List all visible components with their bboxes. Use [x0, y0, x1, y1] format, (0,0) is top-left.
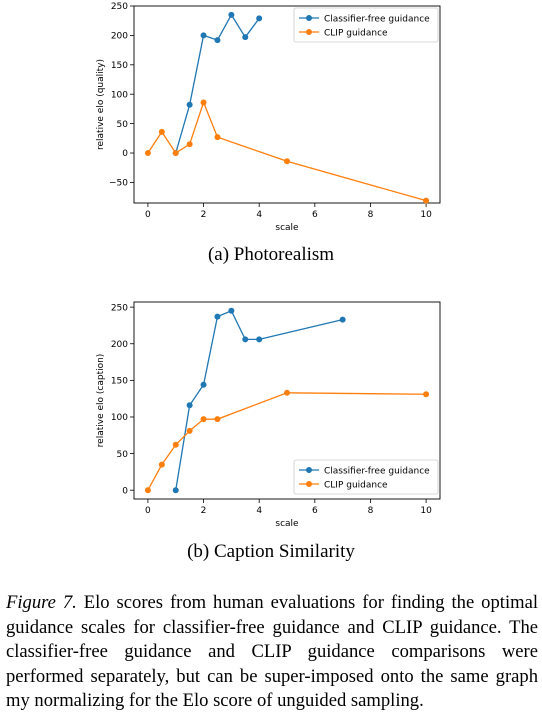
caption-similarity-series-clip-point	[200, 416, 207, 423]
photorealism-series-clip-point	[186, 141, 193, 148]
caption-similarity-series-clip-point	[144, 487, 151, 494]
subcaption-caption-similarity: (b) Caption Similarity	[187, 541, 355, 562]
caption-similarity-series-clip-line	[147, 392, 427, 491]
caption-similarity-y-axis-label: relative elo (caption)	[96, 354, 106, 448]
caption-similarity-y-tick-label: 50	[117, 450, 129, 460]
caption-similarity-x-tick-label: 4	[256, 506, 262, 516]
photorealism-x-tick-label: 2	[201, 210, 207, 220]
caption-similarity-x-tick-label: 10	[420, 506, 432, 516]
caption-similarity-y-tick-label: 100	[111, 413, 128, 423]
photorealism-series-classifier-free-point	[186, 101, 193, 108]
photorealism-legend-clip-label: CLIP guidance	[324, 28, 388, 38]
caption-similarity-x-tick-label: 0	[145, 506, 151, 516]
caption-similarity-series-clip-point	[423, 391, 430, 398]
photorealism-series-clip-point	[172, 150, 179, 157]
chart-caption-similarity: 0 2 4 6 8 10 0 50 100 150 200 250 scale relative elo …	[0, 296, 542, 536]
caption-similarity-legend-clip-marker	[306, 481, 312, 487]
caption-similarity-x-tick-label: 2	[201, 506, 207, 516]
subcaption-photorealism: (a) Photorealism	[207, 244, 335, 265]
photorealism-y-tick-label: 0	[122, 149, 128, 159]
caption-similarity-series-classifier-free-point	[200, 381, 207, 388]
photorealism-series-classifier-free-point	[228, 11, 235, 18]
caption-similarity-x-tick-label: 8	[368, 506, 374, 516]
caption-similarity-series-classifier-free-point	[242, 336, 249, 343]
photorealism-series-clip-point	[200, 99, 207, 106]
caption-similarity-legend-classifier-free-marker	[306, 467, 312, 473]
photorealism-series-classifier-free-point	[242, 34, 249, 41]
photorealism-series-classifier-free-point	[256, 15, 263, 22]
caption-similarity-series-classifier-free-point	[172, 487, 179, 494]
caption-similarity-legend-classifier-free-label: Classifier-free guidance	[324, 466, 430, 476]
caption-similarity-series-classifier-free-point	[186, 402, 193, 409]
caption-similarity-y-tick-label: 200	[111, 340, 128, 350]
caption-similarity-series-clip-point	[186, 427, 193, 434]
photorealism-series-clip-point	[214, 134, 221, 141]
photorealism-x-tick-label: 8	[368, 210, 374, 220]
photorealism-series-classifier-free-point	[200, 32, 207, 39]
caption-similarity-y-tick-label: 0	[122, 486, 128, 496]
caption-similarity-series-classifier-free-point	[339, 316, 346, 323]
caption-similarity-series-clip-point	[172, 441, 179, 448]
photorealism-y-tick-label: −50	[109, 179, 128, 189]
chart-photorealism: 0 2 4 6 8 10 −50 0 50 100 150 200 250 scale relative e…	[0, 0, 542, 240]
caption-similarity-y-tick-label: 150	[111, 377, 128, 387]
caption-similarity-y-tick-label: 250	[111, 303, 128, 313]
photorealism-series-clip-line	[147, 100, 427, 202]
photorealism-y-tick-label: 250	[111, 2, 128, 12]
caption-similarity-series-classifier-free-point	[214, 313, 221, 320]
caption-similarity-legend-box	[293, 459, 439, 495]
caption-similarity-series-classifier-free-point	[256, 336, 263, 343]
photorealism-legend-classifier-free-label: Classifier-free guidance	[324, 14, 430, 24]
photorealism-legend-classifier-free-marker	[306, 15, 312, 21]
photorealism-x-tick-label: 0	[145, 210, 151, 220]
photorealism-series-clip-point	[158, 128, 165, 135]
photorealism-x-tick-label: 10	[420, 210, 432, 220]
photorealism-y-tick-label: 100	[111, 90, 128, 100]
figure-caption-text: Elo scores from human evaluations for fi…	[6, 592, 538, 711]
caption-similarity-x-axis-label: scale	[275, 519, 299, 529]
caption-similarity-x-tick-label: 6	[312, 506, 318, 516]
photorealism-y-axis-label: relative elo (quality)	[96, 59, 106, 150]
caption-similarity-series-clip-point	[284, 389, 290, 396]
photorealism-y-tick-label: 150	[111, 61, 128, 71]
photorealism-series-classifier-free-point	[214, 37, 221, 44]
caption-similarity-series-clip-point	[214, 416, 221, 423]
caption-similarity-series-classifier-free-point	[228, 307, 235, 314]
chart-photorealism-svg: 0 2 4 6 8 10 −50 0 50 100 150 200 250 scale relative e…	[96, 2, 441, 233]
photorealism-y-tick-label: 50	[117, 120, 129, 130]
photorealism-series-clip-point	[144, 150, 151, 157]
photorealism-x-tick-label: 6	[312, 210, 318, 220]
caption-similarity-plot-frame	[133, 301, 441, 500]
photorealism-plot-frame	[133, 5, 441, 204]
photorealism-y-tick-label: 200	[111, 32, 128, 42]
figure-label: Figure 7.	[6, 592, 77, 613]
caption-similarity-series-clip-point	[158, 461, 165, 468]
figure-caption: Figure 7. Elo scores from human evaluati…	[6, 591, 538, 714]
photorealism-legend-clip-marker	[306, 29, 312, 35]
photorealism-x-tick-label: 4	[256, 210, 262, 220]
photorealism-legend-box	[293, 7, 439, 43]
photorealism-series-clip-point	[423, 197, 430, 204]
photorealism-x-axis-label: scale	[275, 223, 299, 233]
photorealism-series-clip-point	[284, 158, 290, 165]
caption-similarity-legend-clip-label: CLIP guidance	[324, 480, 388, 490]
